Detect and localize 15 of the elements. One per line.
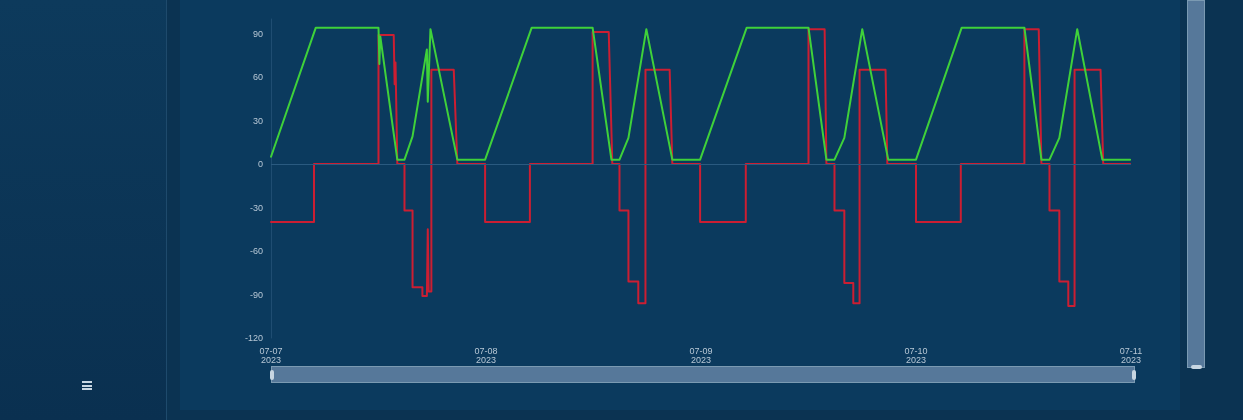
y-tick-label: -60 xyxy=(249,246,263,256)
x-tick-label: 07-08 2023 xyxy=(474,345,498,365)
y-tick-label: -90 xyxy=(249,289,263,300)
y-tick-label: -120 xyxy=(244,333,263,343)
y-tick-label: 90 xyxy=(252,28,263,39)
y-tick-label: -30 xyxy=(249,202,263,213)
y-tick-label: 30 xyxy=(252,115,263,126)
line-series xyxy=(270,26,1132,161)
x-tick-label: 07-09 2023 xyxy=(689,345,713,365)
x-tick-label: 07-11 2023 xyxy=(1119,345,1143,365)
y-tick-label: 0 xyxy=(257,159,263,169)
y-tick-label: 60 xyxy=(252,72,263,82)
x-tick-label: 07-10 2023 xyxy=(904,345,928,365)
line-series xyxy=(270,28,1132,308)
x-tick-label: 07-07 2023 xyxy=(259,345,283,365)
